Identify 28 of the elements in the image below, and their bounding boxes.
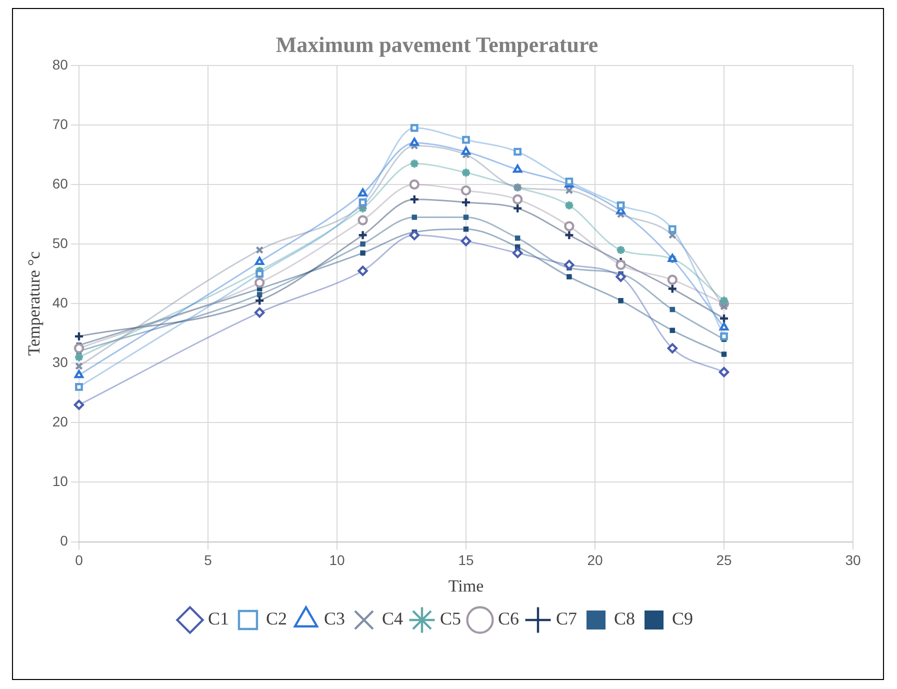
x-tick-label: 0	[75, 552, 84, 568]
legend-label: C8	[614, 608, 636, 629]
y-tick-label: 20	[52, 414, 68, 430]
legend-label: C6	[498, 608, 520, 629]
y-tick-label: 0	[60, 532, 68, 549]
y-tick-label: 60	[52, 175, 68, 192]
x-tick-label: 25	[716, 552, 732, 568]
y-tick-label: 30	[52, 354, 68, 370]
y-axis-title: Temperature °c	[24, 251, 44, 356]
x-tick-label: 10	[329, 552, 345, 568]
y-tick-label: 50	[52, 234, 68, 251]
legend-label: C5	[440, 608, 462, 629]
legend-label: C9	[672, 608, 694, 629]
x-axis-title: Time	[448, 576, 484, 596]
chart-title: Maximum pavement Temperature	[276, 32, 598, 57]
y-tick-label: 80	[52, 56, 68, 72]
x-tick-label: 15	[458, 552, 474, 568]
legend-label: C7	[556, 608, 578, 629]
legend-label: C3	[324, 608, 345, 629]
y-tick-label: 40	[52, 294, 68, 310]
legend-label: C2	[266, 608, 287, 629]
x-tick-label: 30	[845, 552, 861, 568]
legend-label: C1	[208, 608, 229, 629]
x-tick-label: 5	[204, 552, 212, 568]
y-tick-label: 10	[52, 473, 68, 490]
legend-label: C4	[382, 608, 404, 629]
y-tick-label: 70	[52, 116, 68, 132]
x-tick-label: 20	[587, 552, 603, 568]
